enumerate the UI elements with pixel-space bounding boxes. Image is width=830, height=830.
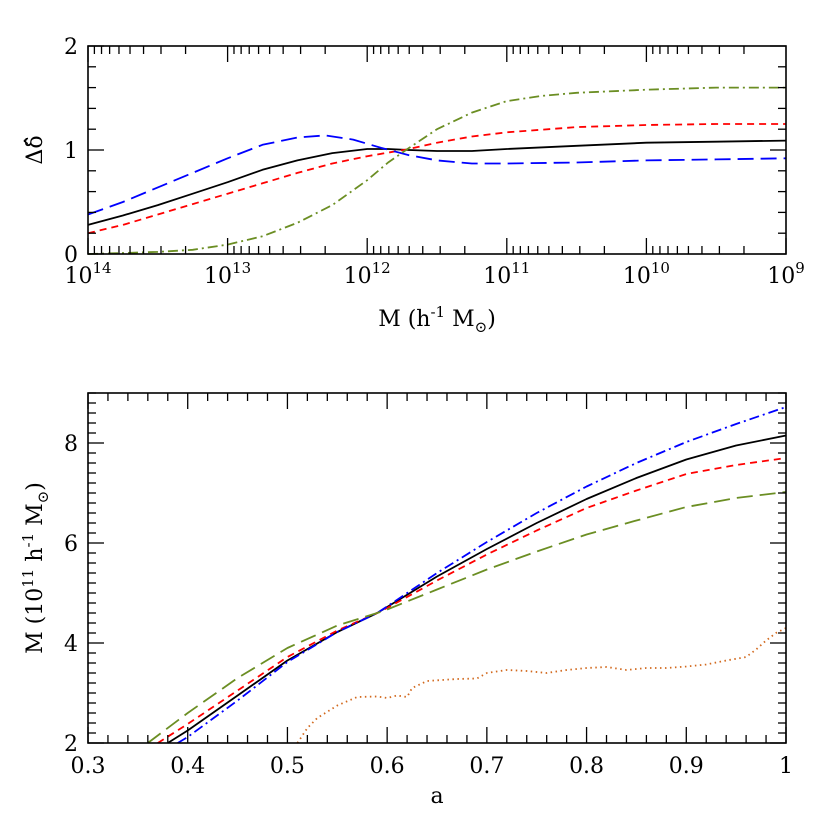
top-y-tick-label: 0 xyxy=(64,243,78,268)
top-series-olive-dash-dot xyxy=(87,86,786,255)
bottom-x-axis-title: a xyxy=(430,784,443,809)
bottom-series-black-solid xyxy=(167,434,787,744)
top-y-tick-labels: 0 1 2 xyxy=(64,35,78,268)
bottom-y-tick-labels: 2 4 6 8 xyxy=(64,432,78,757)
top-x-tick-labels: 1014 1013 1012 1011 1010 109 xyxy=(64,259,804,289)
bottom-y-tick-label: 8 xyxy=(64,432,78,457)
bottom-plot-frame xyxy=(87,392,787,744)
bottom-panel: 0.3 0.4 0.5 0.6 0.7 0.8 0.9 1 2 4 6 8 a M (1011 h-… xyxy=(19,392,794,809)
top-panel: 1014 1013 1012 1011 1010 109 0 1 2 M (h-1 M⊙) Δ… xyxy=(23,35,805,336)
bottom-x-tick-labels: 0.3 0.4 0.5 0.6 0.7 0.8 0.9 1 xyxy=(71,754,794,779)
top-series-black-solid xyxy=(87,139,787,226)
top-x-tick-label: 1011 xyxy=(483,259,530,289)
top-y-axis-title: Δδ̂ xyxy=(23,135,48,164)
bottom-x-tick-label: 0.6 xyxy=(370,754,405,779)
bottom-series-red-short-dash xyxy=(157,457,787,744)
top-x-tick-label: 109 xyxy=(767,259,805,289)
bottom-ticks-group xyxy=(87,392,787,744)
bottom-series-blue-dash-dot xyxy=(177,406,787,744)
bottom-x-tick-label: 0.3 xyxy=(71,754,106,779)
top-x-tick-label: 1014 xyxy=(64,259,111,289)
bottom-x-tick-label: 0.4 xyxy=(170,754,205,779)
top-series-group xyxy=(87,86,787,255)
top-y-tick-label: 2 xyxy=(64,35,78,60)
top-series-red-short-dash xyxy=(87,123,786,235)
bottom-series-orange-dotted xyxy=(296,627,787,744)
bottom-y-axis-title: M (1011 h-1 M⊙) xyxy=(19,482,52,654)
bottom-x-tick-label: 1 xyxy=(779,754,793,779)
bottom-x-tick-label: 0.8 xyxy=(569,754,604,779)
top-plot-frame xyxy=(87,45,787,255)
top-x-tick-label: 1012 xyxy=(344,259,391,289)
bottom-y-tick-label: 2 xyxy=(64,732,78,757)
bottom-y-tick-label: 6 xyxy=(64,532,78,557)
top-series-blue-long-dash xyxy=(87,134,787,216)
bottom-y-tick-label: 4 xyxy=(64,632,78,657)
bottom-series-olive-long-dash xyxy=(147,491,787,744)
top-x-tick-label: 1010 xyxy=(623,259,670,289)
top-x-tick-label: 1013 xyxy=(204,259,251,289)
bottom-x-tick-label: 0.9 xyxy=(669,754,704,779)
top-ticks-group xyxy=(87,45,787,255)
top-y-tick-label: 1 xyxy=(64,139,78,164)
top-x-axis-title: M (h-1 M⊙) xyxy=(378,303,496,336)
bottom-x-tick-label: 0.7 xyxy=(469,754,504,779)
bottom-series-group xyxy=(147,406,787,744)
bottom-x-tick-label: 0.5 xyxy=(270,754,305,779)
